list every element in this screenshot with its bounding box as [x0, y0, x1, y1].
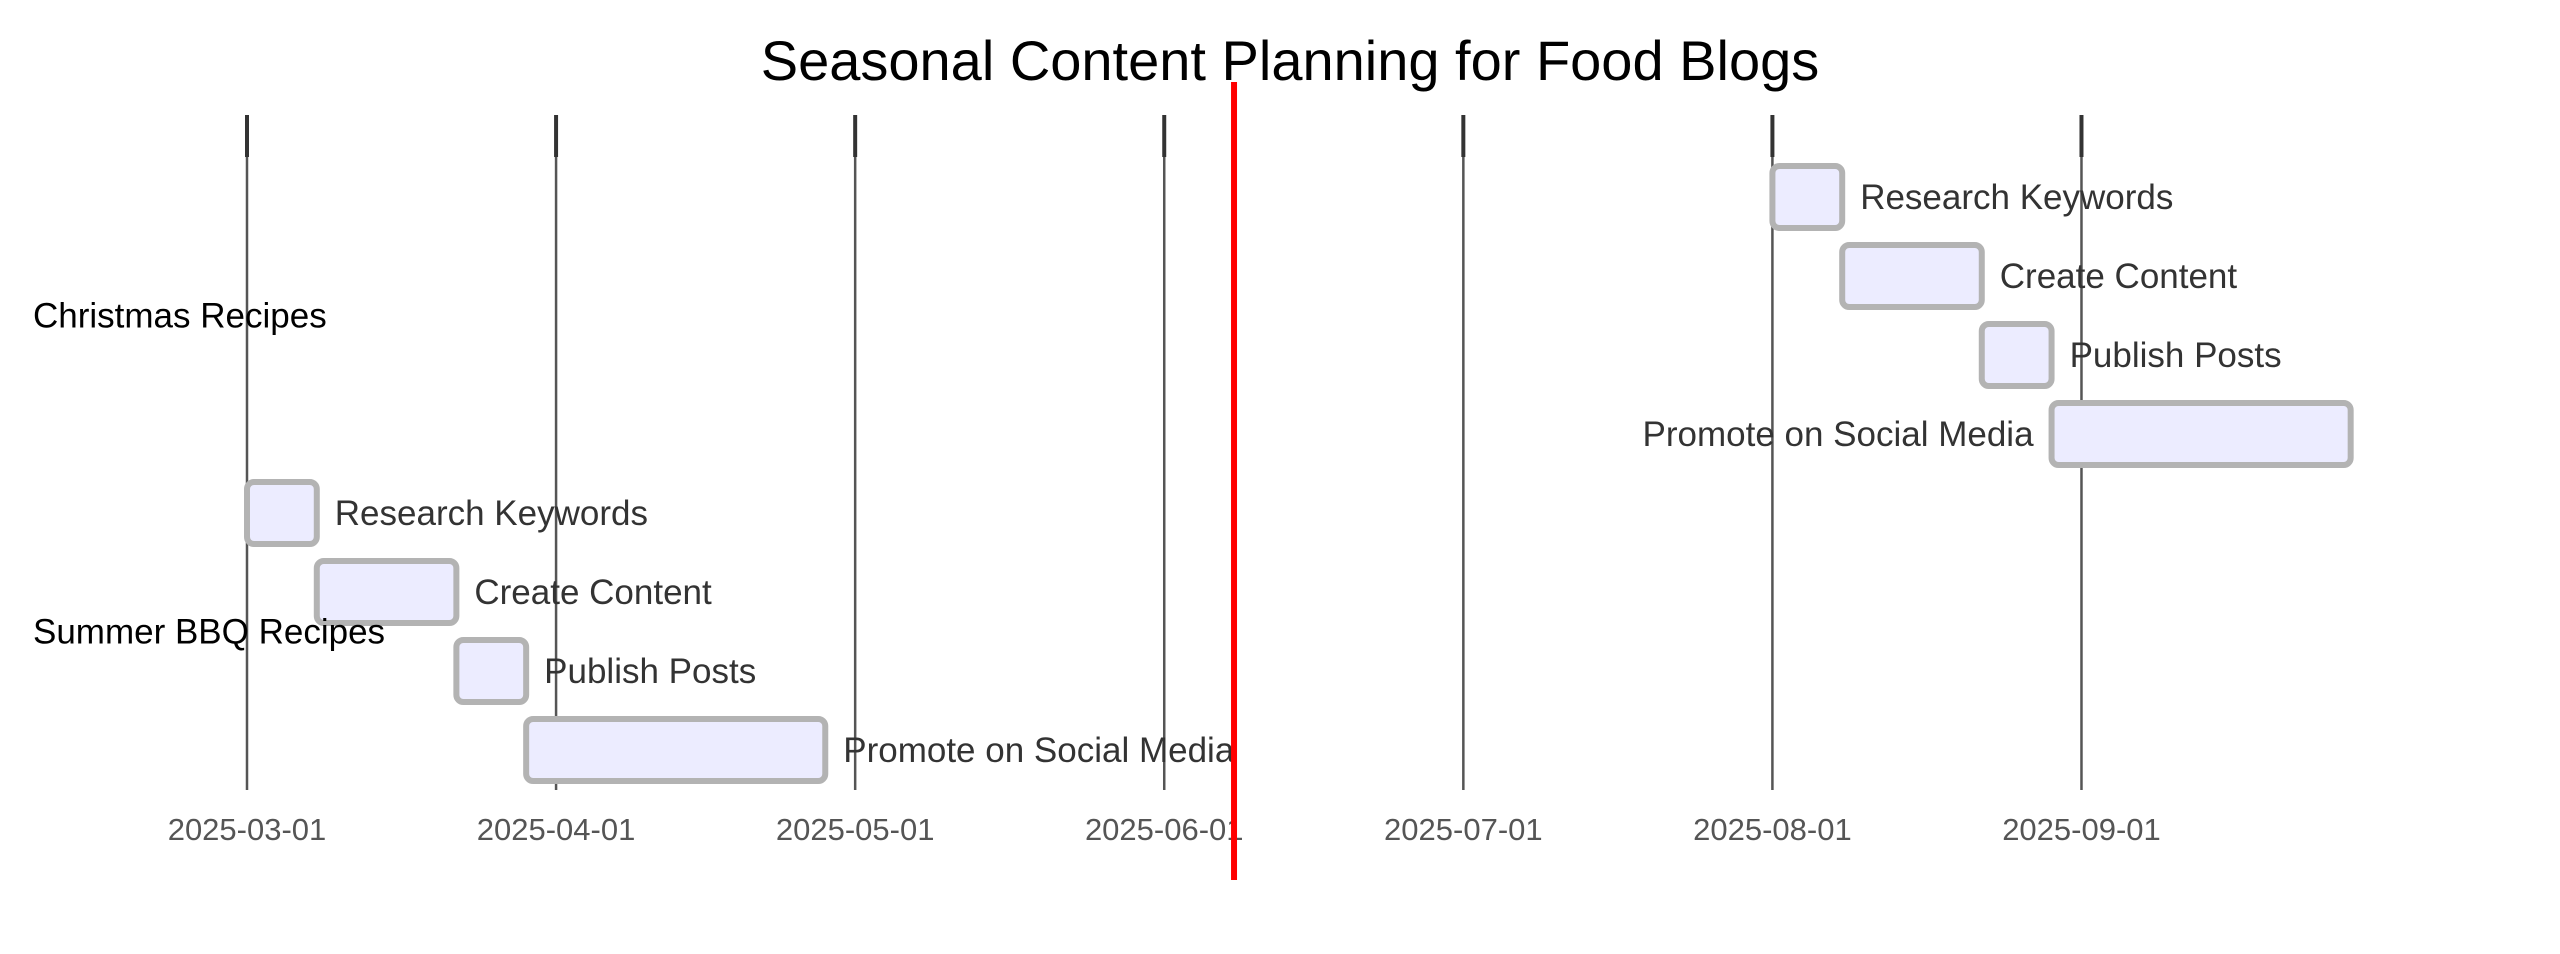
x-tick-label: 2025-07-01	[1384, 812, 1543, 847]
x-tick-label: 2025-05-01	[776, 812, 935, 847]
x-tick-label: 2025-06-01	[1085, 812, 1244, 847]
task-label: Publish Posts	[2070, 336, 2282, 375]
task-label: Promote on Social Media	[1643, 415, 2035, 454]
task-labels: Research Keywords Create Content Publish P…	[335, 178, 2282, 770]
task-bar	[313, 558, 460, 626]
task-bar	[244, 479, 320, 547]
task-label: Publish Posts	[544, 652, 756, 691]
section-labels: Christmas Recipes Summer BBQ Recipes	[33, 297, 385, 652]
x-tick-label: 2025-04-01	[477, 812, 636, 847]
section-label: Christmas Recipes	[33, 297, 327, 336]
task-bar	[453, 637, 530, 705]
x-tick-label: 2025-03-01	[168, 812, 327, 847]
task-bar	[1769, 163, 1846, 231]
x-axis-ticks: 2025-03-01 2025-04-01 2025-05-01 2025-06-01…	[168, 812, 2161, 847]
x-tick-label: 2025-09-01	[2002, 812, 2161, 847]
task-label: Research Keywords	[335, 494, 648, 533]
task-label: Create Content	[2000, 257, 2238, 296]
task-bars	[244, 163, 2354, 784]
task-label: Promote on Social Media	[843, 731, 1235, 770]
task-bar	[1978, 321, 2055, 389]
task-label: Create Content	[474, 573, 712, 612]
x-tick-label: 2025-08-01	[1693, 812, 1852, 847]
chart-title: Seasonal Content Planning for Food Blogs	[761, 29, 1819, 92]
task-bar	[523, 716, 829, 784]
task-bar	[2048, 400, 2354, 468]
task-label: Research Keywords	[1860, 178, 2173, 217]
section-label: Summer BBQ Recipes	[33, 613, 385, 652]
task-bar	[1839, 242, 1985, 310]
